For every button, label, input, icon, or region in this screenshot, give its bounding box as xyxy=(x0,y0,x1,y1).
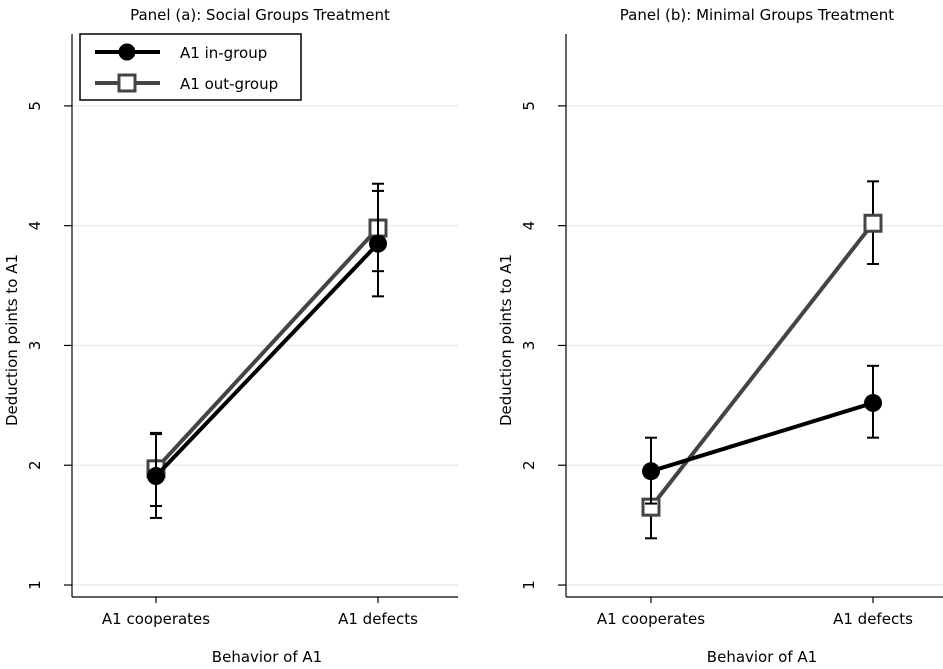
panel-a-title: Panel (a): Social Groups Treatment xyxy=(130,6,390,24)
y-tick-label-5: 5 xyxy=(26,101,44,111)
series-in-group xyxy=(642,364,882,505)
panel-a-x-axis-label: Behavior of A1 xyxy=(212,648,322,666)
x-tick-label-0: A1 cooperates xyxy=(597,610,705,628)
panel-b-x-ticks: A1 cooperates A1 defects xyxy=(597,597,913,628)
x-tick-label-1: A1 defects xyxy=(338,610,418,628)
y-tick-label-5: 5 xyxy=(520,101,538,111)
panel-a-grid xyxy=(73,105,458,586)
panel-b-x-axis-label: Behavior of A1 xyxy=(707,648,817,666)
point-in-group-0 xyxy=(642,462,660,481)
y-tick-label-2: 2 xyxy=(26,460,44,470)
legend-label-in-group: A1 in-group xyxy=(180,44,267,62)
panel-a-x-ticks: A1 cooperates A1 defects xyxy=(102,597,418,628)
x-tick-label-0: A1 cooperates xyxy=(102,610,210,628)
legend-marker-in-group xyxy=(118,43,136,61)
point-in-group-1 xyxy=(864,393,882,412)
y-tick-label-3: 3 xyxy=(26,341,44,351)
y-tick-label-3: 3 xyxy=(520,341,538,351)
panel-a-y-axis-label: Deduction points to A1 xyxy=(3,254,21,426)
legend: A1 in-group A1 out-group xyxy=(79,33,302,101)
y-tick-label-1: 1 xyxy=(520,580,538,590)
panel-b: Panel (b): Minimal Groups Treatment 1 2 3 4… xyxy=(497,6,943,666)
panel-a-axes xyxy=(71,34,458,598)
legend-box xyxy=(79,33,302,101)
y-tick-label-4: 4 xyxy=(520,221,538,231)
series-line xyxy=(154,226,380,471)
panel-b-series xyxy=(641,180,883,540)
panel-b-axes xyxy=(565,34,943,598)
point-out-group-1 xyxy=(863,213,883,233)
panel-a-y-ticks: 1 2 3 4 5 xyxy=(26,101,72,590)
series-in-group xyxy=(147,189,387,519)
panel-a: Panel (a): Social Groups Treatment 1 2 3 4 5… xyxy=(3,6,458,666)
panel-a-series xyxy=(146,182,388,519)
point-in-group-0 xyxy=(147,467,165,486)
series-line xyxy=(650,401,874,474)
y-tick-label-4: 4 xyxy=(26,221,44,231)
panel-b-y-ticks: 1 2 3 4 5 xyxy=(520,101,566,590)
y-tick-label-1: 1 xyxy=(26,580,44,590)
panel-b-title: Panel (b): Minimal Groups Treatment xyxy=(620,6,894,24)
series-out-group xyxy=(641,180,883,540)
y-tick-label-2: 2 xyxy=(520,460,538,470)
legend-marker-out-group xyxy=(117,73,137,93)
point-in-group-1 xyxy=(369,234,387,253)
x-tick-label-1: A1 defects xyxy=(833,610,913,628)
series-line xyxy=(154,242,380,478)
panel-b-grid xyxy=(567,105,943,586)
legend-label-out-group: A1 out-group xyxy=(180,75,278,93)
panel-b-y-axis-label: Deduction points to A1 xyxy=(497,254,515,426)
